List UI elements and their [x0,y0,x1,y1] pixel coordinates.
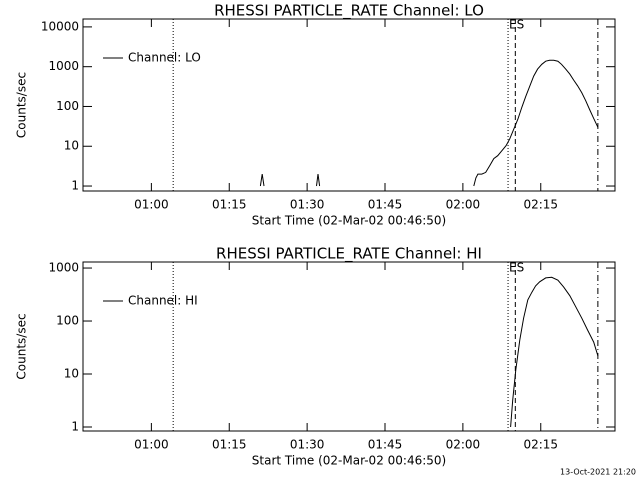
legend-label: Channel: LO [128,51,201,65]
x-tick-label: 01:45 [368,438,403,452]
y-tick-label: 100 [56,99,79,113]
x-tick-label: 01:30 [290,198,325,212]
y-axis-label: Counts/sec [15,72,29,138]
chart-title: RHESSI PARTICLE_RATE Channel: LO [214,2,484,21]
x-tick-label: 02:15 [523,438,558,452]
x-tick-label: 01:30 [290,438,325,452]
legend-label: Channel: HI [128,294,198,308]
chart-title: RHESSI PARTICLE_RATE Channel: HI [216,245,482,264]
series-line [510,276,599,428]
y-tick-label: 10 [64,139,79,153]
y-tick-label: 1000 [48,59,79,73]
x-tick-label: 01:15 [212,198,247,212]
y-tick-label: 1 [71,419,79,433]
x-tick-label: 01:00 [134,198,169,212]
y-tick-label: 10000 [41,19,79,33]
x-tick-label: 02:00 [446,438,481,452]
series-line [259,59,599,187]
footer: 13-Oct-2021 21:20 [560,468,636,477]
plot-frame [82,261,616,432]
x-tick-label: 01:45 [368,198,403,212]
x-tick-label: 01:00 [134,438,169,452]
x-axis-label: Start Time (02-Mar-02 00:46:50) [252,214,446,228]
y-tick-label: 100 [56,314,79,328]
x-tick-label: 01:15 [212,438,247,452]
x-axis-label: Start Time (02-Mar-02 00:46:50) [252,454,446,468]
x-tick-label: 02:15 [523,198,558,212]
y-tick-label: 1 [71,179,79,193]
annotation: ES [509,18,524,32]
plot-frame [82,18,616,192]
y-tick-label: 1000 [48,261,79,275]
y-tick-label: 10 [64,367,79,381]
annotation: ES [509,261,524,275]
y-axis-label: Counts/sec [15,313,29,379]
x-tick-label: 02:00 [446,198,481,212]
